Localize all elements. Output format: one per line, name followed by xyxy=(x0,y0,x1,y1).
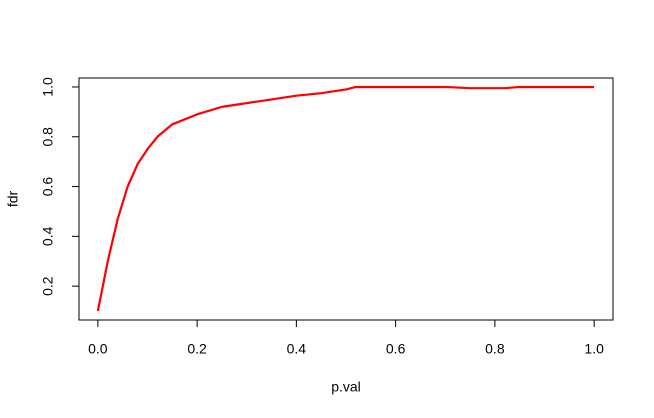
x-tick-label: 0.6 xyxy=(386,341,406,357)
y-tick-label: 0.2 xyxy=(40,276,56,296)
y-tick-label: 0.4 xyxy=(40,226,56,246)
y-tick-label: 1.0 xyxy=(40,77,56,97)
x-axis-label: p.val xyxy=(331,379,361,395)
x-tick-label: 0.8 xyxy=(485,341,505,357)
data-line xyxy=(96,85,595,312)
y-tick-label: 0.8 xyxy=(40,127,56,147)
y-axis-label: fdr xyxy=(5,190,21,207)
x-tick-label: 0.4 xyxy=(287,341,307,357)
y-tick-label: 0.6 xyxy=(40,177,56,197)
plot-box xyxy=(78,77,614,321)
x-tick-label: 0.0 xyxy=(88,341,108,357)
x-tick-label: 0.2 xyxy=(187,341,207,357)
x-tick-label: 1.0 xyxy=(584,341,604,357)
